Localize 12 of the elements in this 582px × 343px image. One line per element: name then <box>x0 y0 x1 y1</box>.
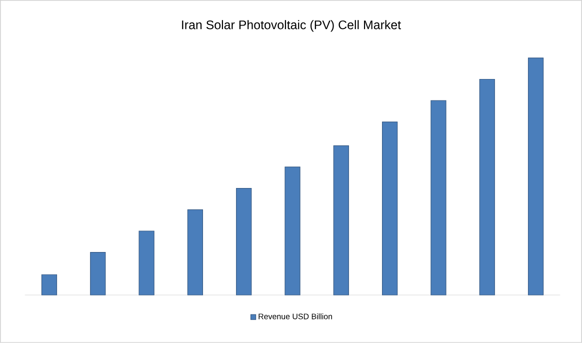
bar <box>333 145 349 296</box>
bar <box>479 78 495 296</box>
bar <box>284 166 300 296</box>
bar <box>382 122 398 296</box>
chart-title: Iran Solar Photovoltaic (PV) Cell Market <box>182 20 401 32</box>
bar <box>41 274 58 296</box>
bar <box>187 209 204 296</box>
bar <box>236 188 252 296</box>
bar <box>430 100 446 296</box>
bar <box>90 252 106 296</box>
bar <box>528 58 544 296</box>
bar <box>138 230 154 296</box>
